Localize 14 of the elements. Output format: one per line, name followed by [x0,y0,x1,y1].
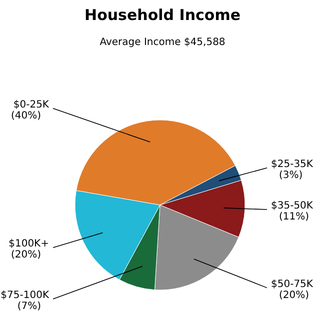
slice-label: $25-35K [271,158,314,170]
data-label: (20%) [10,250,42,261]
slice-label: $100K+ [8,238,49,250]
data-label: (40%) [10,110,42,122]
data-label: (3%) [279,170,303,181]
slice-label: $35-50K [271,200,314,212]
data-label: (7%) [17,300,42,312]
data-label: (11%) [279,212,310,223]
chart-title: Household Income [84,6,240,24]
chart-subtitle: Average Income $45,588 [100,37,226,48]
data-label: (20%) [279,290,310,301]
slice-label: $50-75K [271,278,314,290]
slice-label: $0-25K [13,99,50,110]
slice-label: $75-100K [0,290,50,301]
